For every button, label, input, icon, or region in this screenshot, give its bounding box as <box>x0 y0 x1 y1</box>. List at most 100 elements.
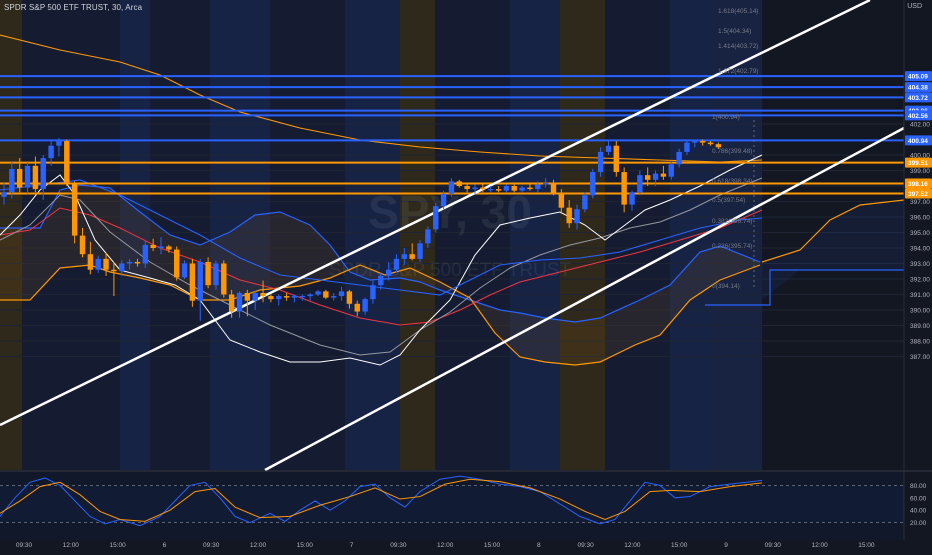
price-label: 400.94 <box>908 138 928 145</box>
price-tick: 388.00 <box>910 339 930 346</box>
candle-body <box>472 187 478 190</box>
candle-body <box>440 193 447 207</box>
candle <box>181 260 188 279</box>
candle-body <box>268 296 274 300</box>
candle <box>354 300 360 317</box>
session-band <box>210 0 270 470</box>
candle <box>645 167 651 186</box>
future-cloud-base <box>705 269 904 306</box>
channel-lower-line <box>264 126 905 472</box>
candle <box>527 182 533 191</box>
candle-body <box>590 172 596 196</box>
candle <box>684 139 690 155</box>
candle <box>456 179 462 188</box>
candle <box>142 240 148 269</box>
candle <box>370 280 376 304</box>
candle <box>425 226 431 248</box>
candle-body <box>95 258 101 270</box>
candle-body <box>385 269 392 276</box>
price-tick: 397.00 <box>910 199 930 206</box>
candle-body <box>32 165 39 190</box>
price-tick: 387.00 <box>910 354 930 361</box>
time-tick: 12:00 <box>250 542 267 549</box>
candle <box>378 272 384 290</box>
candle <box>268 294 274 303</box>
candle <box>660 165 667 180</box>
price-label-bg <box>905 135 932 146</box>
candle-body <box>142 244 148 264</box>
candle-body <box>79 235 86 255</box>
candle-body <box>519 187 525 191</box>
candle-body <box>87 254 94 270</box>
price-label-bg <box>905 188 932 199</box>
candle-body <box>119 263 125 272</box>
candle <box>566 199 572 228</box>
fib-label: 0.382(396.74) <box>712 218 752 225</box>
candle <box>590 168 596 199</box>
oscillator-tick: 60.00 <box>910 495 927 502</box>
candle <box>126 258 133 270</box>
candle <box>307 292 313 301</box>
oscillator-tick: 40.00 <box>910 508 927 515</box>
candle <box>409 243 415 261</box>
candle-body <box>338 291 345 297</box>
candle-body <box>707 142 714 145</box>
candle-body <box>629 192 635 205</box>
ma-mid <box>0 207 763 326</box>
candle <box>158 237 164 255</box>
session-band <box>560 0 605 470</box>
candle-body <box>221 263 227 295</box>
candle-body <box>558 193 565 208</box>
candle <box>535 181 541 193</box>
fib-labels: 1.618(405.14) 1.5(404.34) 1.414(403.72) 1.2… <box>712 8 758 290</box>
candle-body <box>213 263 219 286</box>
candle-body <box>370 285 376 300</box>
candle-body <box>244 292 251 301</box>
candle <box>385 261 392 281</box>
fib-label: 0.5(397.54) <box>712 197 745 204</box>
candle-body <box>48 145 54 159</box>
candle-body <box>315 291 321 295</box>
session-band <box>510 0 560 470</box>
candle-body <box>660 173 667 177</box>
candle <box>495 186 502 193</box>
candle-body <box>111 269 117 272</box>
candle-body <box>166 246 172 250</box>
candle-body <box>645 175 651 180</box>
candle-body <box>495 189 502 191</box>
candle-body <box>24 165 31 188</box>
candle <box>166 244 172 253</box>
candle <box>448 178 455 197</box>
candle <box>174 246 180 281</box>
fib-label: 1.414(403.72) <box>718 43 758 50</box>
candle-body <box>480 187 486 190</box>
candle-body <box>331 296 337 298</box>
candle <box>24 161 31 194</box>
candle <box>64 139 70 186</box>
candle <box>283 292 290 301</box>
candle <box>205 257 211 289</box>
candle <box>1 182 7 205</box>
candle-body <box>307 294 313 297</box>
candle-body <box>228 294 235 312</box>
candle-body <box>393 258 400 270</box>
time-tick: 8 <box>537 542 541 549</box>
candle <box>213 260 219 290</box>
candle-body <box>174 249 180 278</box>
fib-label: 0.618(398.34) <box>712 178 752 185</box>
time-tick: 15:00 <box>109 542 126 549</box>
time-tick: 15:00 <box>484 542 501 549</box>
candle <box>511 184 517 193</box>
fib-label: 1.272(402.79) <box>718 68 758 75</box>
candle <box>197 258 203 321</box>
price-tick: 399.00 <box>910 168 930 175</box>
price-tick: 396.00 <box>910 215 930 222</box>
price-label-bg <box>905 71 932 82</box>
candle <box>668 161 674 180</box>
oscillator-tick: 20.00 <box>910 520 927 527</box>
candle-body <box>409 254 415 259</box>
candle-body <box>574 209 580 224</box>
candle-body <box>56 141 62 146</box>
